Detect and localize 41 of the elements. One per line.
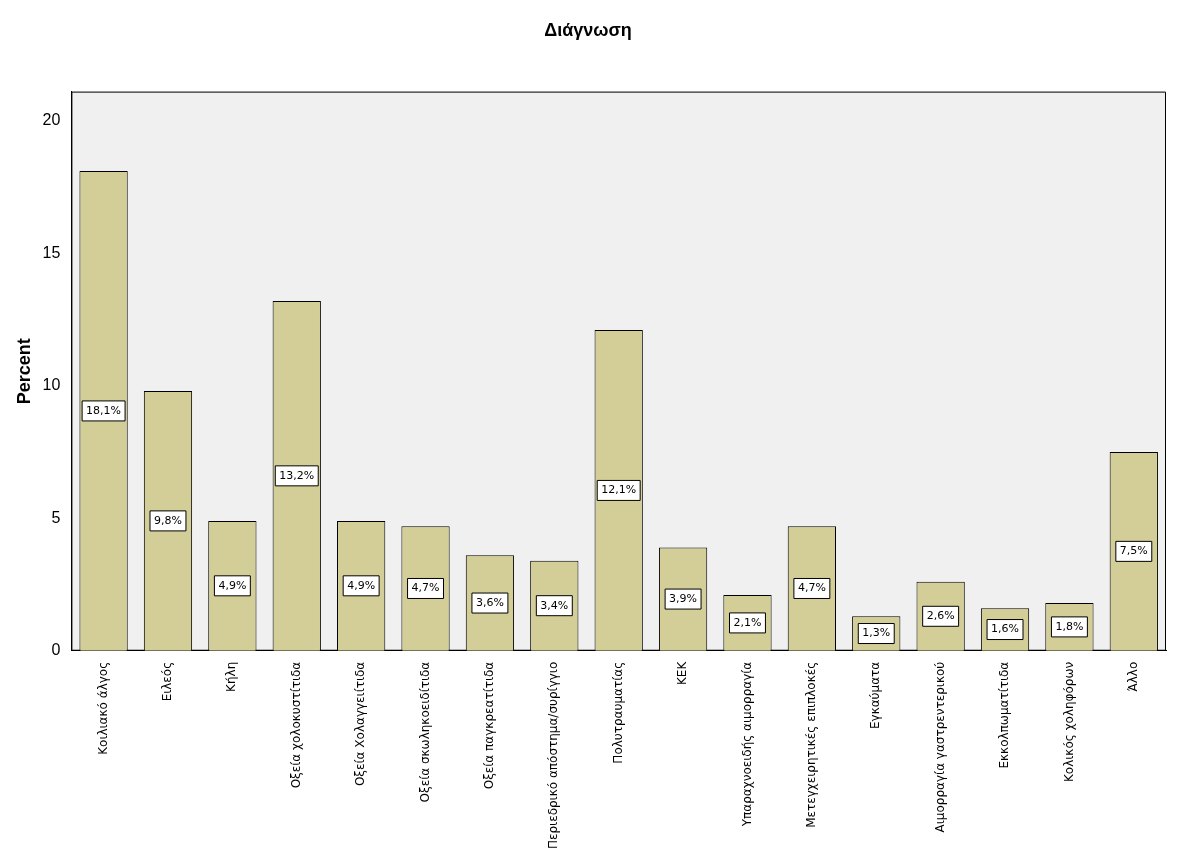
- x-tick-label: Κήλη: [224, 661, 239, 692]
- data-label: 1,6%: [991, 622, 1020, 636]
- x-tick-label: Πολυτραυματίας: [610, 661, 625, 764]
- data-label: 12,1%: [601, 483, 637, 497]
- data-label: 1,8%: [1055, 619, 1084, 633]
- x-tick-label: Μετεγχειρητικές επιπλοκές: [803, 661, 818, 828]
- data-label: 4,7%: [797, 581, 826, 595]
- y-tick-label: 15: [42, 243, 61, 261]
- data-label: 18,1%: [86, 403, 122, 417]
- x-tick-label: Εκκολπωματίτιδα: [997, 661, 1012, 769]
- y-tick-label: 10: [42, 376, 61, 394]
- data-label: 7,5%: [1119, 544, 1148, 558]
- x-tick-label: Κολικός χοληφόρων: [1061, 661, 1076, 783]
- x-tick-label: Οξεία παγκρεατίτιδα: [482, 661, 497, 790]
- x-tick-label: Οξεία Χολαγγειίτιδα: [353, 661, 368, 787]
- x-tick-label: ΚΕΚ: [675, 660, 690, 686]
- y-tick-label: 5: [51, 508, 61, 526]
- y-tick-label: 20: [42, 111, 61, 129]
- x-tick-label: Οξεία χολοκυστίτιδα: [288, 661, 303, 789]
- data-label: 1,3%: [862, 626, 891, 640]
- data-label: 9,8%: [154, 513, 182, 527]
- data-label: 2,1%: [733, 615, 762, 629]
- data-label: 3,4%: [540, 598, 569, 612]
- x-tick-label: Υπαραχνοειδής αιμορραγία: [739, 661, 754, 828]
- x-tick-label: Ειλεός: [160, 661, 175, 702]
- x-tick-label: Αιμορραγία γαστρεντερικού: [932, 661, 947, 833]
- data-label: 3,6%: [475, 595, 504, 609]
- data-label: 2,6%: [926, 609, 955, 623]
- x-tick-label: Οξεία σκωληκοειδίτιδα: [417, 661, 432, 803]
- data-label: 3,9%: [669, 591, 698, 605]
- x-tick-label: Κοιλιακό άλγος: [95, 661, 110, 755]
- y-tick-label: 0: [51, 641, 61, 659]
- x-tick-label: Εγκαύματα: [868, 661, 883, 730]
- data-label: 4,9%: [347, 578, 376, 592]
- chart-title: Διάγνωση: [544, 19, 632, 40]
- data-label: 13,2%: [279, 468, 315, 482]
- data-label: 4,9%: [218, 578, 247, 592]
- y-axis-title: Percent: [13, 338, 34, 405]
- data-label: 4,7%: [411, 581, 440, 595]
- x-tick-label: Άλλο: [1125, 661, 1140, 692]
- x-tick-label: Περιεδρικό απόστημα/συρίγγιο: [546, 661, 561, 850]
